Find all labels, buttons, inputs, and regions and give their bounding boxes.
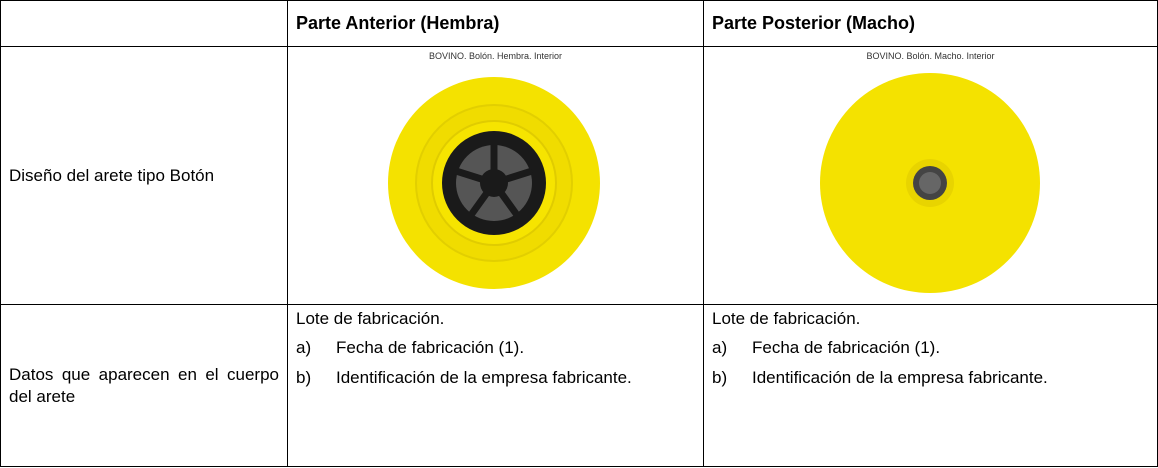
- female-tag-image: [388, 77, 600, 289]
- data-cell: Lote de fabricación. a) Fecha de fabricac…: [287, 304, 704, 467]
- header-cell: Parte Posterior (Macho): [703, 0, 1158, 47]
- list-marker: a): [712, 338, 728, 357]
- list-text: Identificación de la empresa fabricante.: [336, 368, 632, 387]
- list-text: Fecha de fabricación (1).: [752, 338, 941, 357]
- list-text: Fecha de fabricación (1).: [336, 338, 525, 357]
- image-caption: BOVINO. Bolón. Hembra. Interior: [428, 51, 563, 61]
- data-cell: Lote de fabricación. a) Fecha de fabricac…: [703, 304, 1158, 467]
- row-label: Datos que aparecen en el cuerpo del aret…: [0, 304, 288, 467]
- header-cell: Parte Anterior (Hembra): [287, 0, 704, 47]
- image-caption: BOVINO. Bolón. Macho. Interior: [866, 51, 995, 61]
- corner-cell: [0, 0, 288, 47]
- list-text: Identificación de la empresa fabricante.: [752, 368, 1048, 387]
- cell-intro: Lote de fabricación.: [296, 309, 445, 328]
- image-cell: BOVINO. Bolón. Macho. Interior: [703, 46, 1158, 305]
- list-marker: a): [296, 338, 312, 357]
- cell-intro: Lote de fabricación.: [712, 309, 861, 328]
- image-cell: BOVINO. Bolón. Hembra. Interior: [287, 46, 704, 305]
- male-tag-image: [820, 73, 1040, 293]
- row-label: Diseño del arete tipo Botón: [0, 46, 288, 305]
- list-marker: b): [712, 368, 728, 387]
- list-marker: b): [296, 368, 312, 387]
